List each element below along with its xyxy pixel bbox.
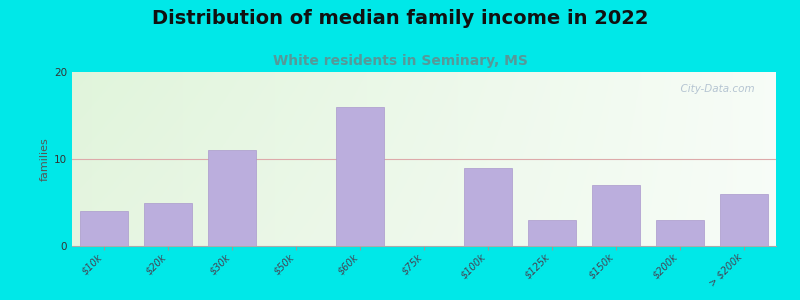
Bar <box>208 150 256 246</box>
Y-axis label: families: families <box>40 137 50 181</box>
Text: City-Data.com: City-Data.com <box>674 84 755 94</box>
Bar <box>528 220 576 246</box>
Bar <box>336 107 384 246</box>
Bar <box>464 168 512 246</box>
Bar <box>720 194 768 246</box>
Bar <box>656 220 704 246</box>
Text: Distribution of median family income in 2022: Distribution of median family income in … <box>152 9 648 28</box>
Bar <box>592 185 640 246</box>
Text: White residents in Seminary, MS: White residents in Seminary, MS <box>273 54 527 68</box>
Bar <box>80 211 128 246</box>
Bar <box>144 202 192 246</box>
